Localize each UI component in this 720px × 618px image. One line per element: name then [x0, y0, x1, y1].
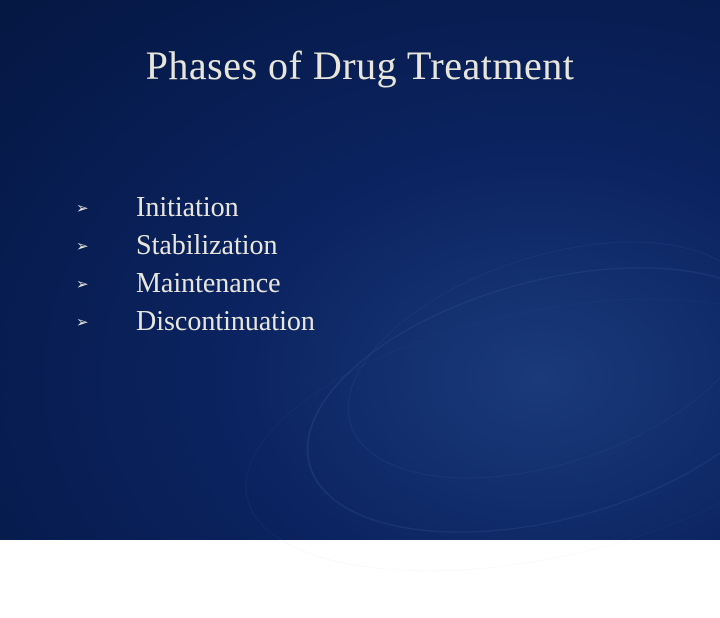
bullet-text: Stabilization [136, 230, 278, 262]
decorative-swoosh [277, 219, 720, 580]
list-item: ➢ Stabilization [76, 230, 315, 262]
slide-container: Phases of Drug Treatment ➢ Initiation ➢ … [0, 0, 720, 540]
decorative-swoosh [318, 196, 720, 524]
list-item: ➢ Maintenance [76, 268, 315, 300]
bullet-list: ➢ Initiation ➢ Stabilization ➢ Maintenan… [76, 192, 315, 344]
bullet-text: Maintenance [136, 268, 281, 300]
bullet-text: Discontinuation [136, 306, 315, 338]
slide-title: Phases of Drug Treatment [0, 42, 720, 89]
list-item: ➢ Initiation [76, 192, 315, 224]
bullet-marker-icon: ➢ [76, 275, 136, 294]
list-item: ➢ Discontinuation [76, 306, 315, 338]
bullet-marker-icon: ➢ [76, 199, 136, 218]
bullet-marker-icon: ➢ [76, 237, 136, 256]
bullet-marker-icon: ➢ [76, 313, 136, 332]
bullet-text: Initiation [136, 192, 239, 224]
